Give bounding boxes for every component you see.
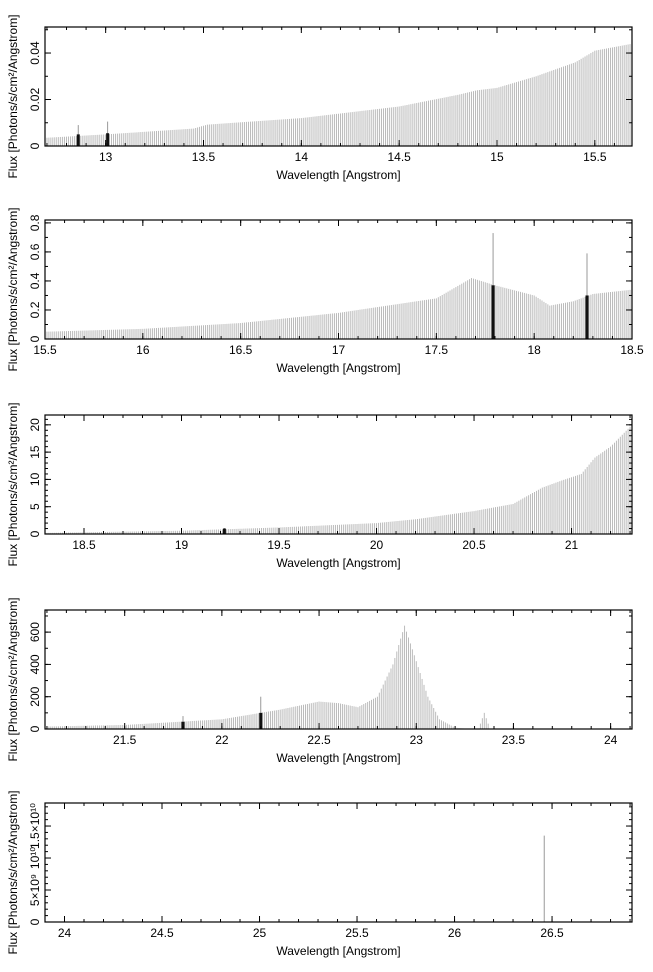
panel-3: 18.5 19 19.5 20 20.5 21 0 5 10 15 20 Wavelength [An… <box>6 402 633 570</box>
x-tick-label: 17.5 <box>425 343 449 357</box>
x-tick-label: 26 <box>448 926 462 940</box>
x-tick-label: 24 <box>58 926 72 940</box>
x-tick-label: 17 <box>332 343 346 357</box>
line-strength-bar <box>181 721 185 729</box>
spectrum-bars <box>44 424 633 534</box>
x-tick-label: 24 <box>604 733 618 747</box>
y-axis-label: Flux [Photons/s/cm²/Angstrom] <box>6 597 20 761</box>
y-axis-label: Flux [Photons/s/cm²/Angstrom] <box>6 790 20 954</box>
line-strength-bar <box>259 712 263 729</box>
y-tick-label: 200 <box>28 686 42 706</box>
x-axis-label: Wavelength [Angstrom] <box>276 556 400 570</box>
x-tick-label: 19.5 <box>267 538 291 552</box>
spectrum-bars <box>44 233 633 339</box>
x-tick-label: 18.5 <box>72 538 96 552</box>
y-tick-label: 10¹⁰ <box>28 847 42 869</box>
x-tick-label: 18 <box>527 343 541 357</box>
line-strength-bar <box>76 134 80 146</box>
spectrum-bars <box>44 625 489 729</box>
x-tick-label: 13.5 <box>192 150 216 164</box>
line-strength-bar <box>585 295 589 339</box>
x-tick-label: 16.5 <box>229 343 253 357</box>
x-tick-label: 22.5 <box>307 733 331 747</box>
x-tick-label: 18.5 <box>620 343 644 357</box>
x-tick-label: 24.5 <box>150 926 174 940</box>
x-axis-label: Wavelength [Angstrom] <box>276 751 400 765</box>
plot-frame <box>44 26 633 147</box>
y-tick-label: 0.6 <box>28 243 42 260</box>
x-tick-label: 14.5 <box>387 150 411 164</box>
y-tick-label: 0.02 <box>28 88 42 112</box>
x-tick-label: 21 <box>565 538 579 552</box>
y-tick-label: 5 <box>28 503 42 510</box>
x-tick-label: 19 <box>175 538 189 552</box>
x-tick-label: 14 <box>295 150 309 164</box>
spectrum-bars <box>44 43 633 146</box>
y-axis-label: Flux [Photons/s/cm²/Angstrom] <box>6 402 20 566</box>
x-tick-label: 16 <box>136 343 150 357</box>
x-tick-label: 21.5 <box>113 733 137 747</box>
y-tick-label: 5×10⁹ <box>28 874 42 906</box>
x-axis-label: Wavelength [Angstrom] <box>276 168 400 182</box>
x-tick-label: 20.5 <box>462 538 486 552</box>
x-tick-label: 13 <box>99 150 113 164</box>
y-tick-label: 0.04 <box>28 41 42 65</box>
y-tick-label: 15 <box>28 445 42 459</box>
x-tick-label: 15.5 <box>33 343 57 357</box>
x-tick-label: 15.5 <box>583 150 607 164</box>
panel-4: 21.5 22 22.5 23 23.5 24 0 200 400 600 Wavelength [… <box>6 597 633 765</box>
y-tick-label: 0 <box>28 335 42 342</box>
plot-frame <box>44 414 633 535</box>
x-tick-label: 25.5 <box>345 926 369 940</box>
y-tick-label: 600 <box>28 622 42 642</box>
x-tick-label: 25 <box>253 926 267 940</box>
y-tick-label: 0 <box>28 725 42 732</box>
y-tick-label: 0.8 <box>28 214 42 231</box>
x-axis-label: Wavelength [Angstrom] <box>276 361 400 375</box>
y-axis-label: Flux [Photons/s/cm²/Angstrom] <box>6 14 20 178</box>
y-axis-label: Flux [Photons/s/cm²/Angstrom] <box>6 207 20 371</box>
y-tick-label: 10 <box>28 472 42 486</box>
y-tick-label: 0 <box>28 142 42 149</box>
x-tick-label: 20 <box>370 538 384 552</box>
x-tick-label: 23 <box>410 733 424 747</box>
y-tick-label: 0 <box>28 530 42 537</box>
x-tick-label: 22 <box>215 733 229 747</box>
y-tick-label: 400 <box>28 654 42 674</box>
panel-1: 13 13.5 14 14.5 15 15.5 0 0.02 0.04 Wavelength [A… <box>6 14 633 182</box>
y-tick-label: 1.5×10¹⁰ <box>28 803 42 849</box>
panel-2: 15.5 16 16.5 17 17.5 18 18.5 0 0.2 0.4 0.6 0.8 Wavel… <box>6 207 644 375</box>
line-strength-bar <box>491 285 495 339</box>
x-axis-label: Wavelength [Angstrom] <box>276 944 400 958</box>
line-strength-bar <box>106 133 110 146</box>
y-tick-label: 20 <box>28 418 42 432</box>
y-tick-label: 0.2 <box>28 301 42 318</box>
x-tick-label: 15 <box>490 150 504 164</box>
y-tick-label: 0 <box>28 918 42 925</box>
x-tick-label: 23.5 <box>502 733 526 747</box>
plot-frame <box>44 802 633 923</box>
y-tick-label: 0.4 <box>28 272 42 289</box>
line-strength-bar <box>222 528 226 534</box>
x-tick-label: 26.5 <box>540 926 564 940</box>
